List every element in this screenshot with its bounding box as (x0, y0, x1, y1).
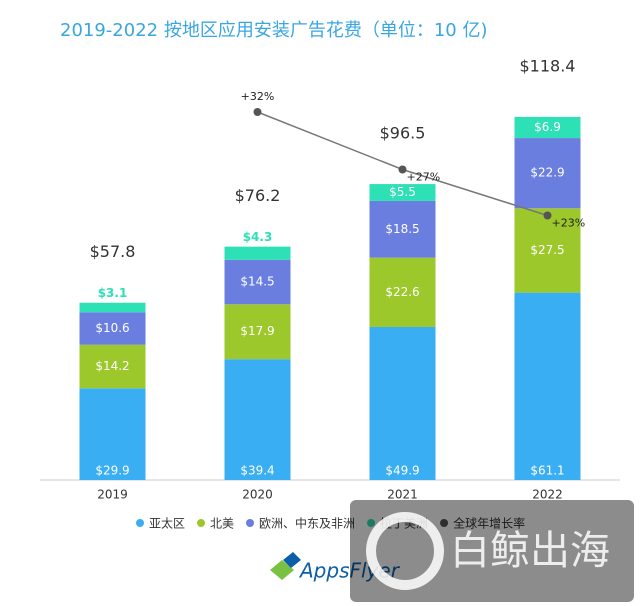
bar-segment (369, 326, 436, 480)
bar-segment (514, 116, 581, 139)
bar-segment (79, 302, 146, 313)
legend-marker (440, 519, 449, 527)
value-label: $6.9 (534, 120, 561, 134)
growth-label: +32% (241, 90, 275, 103)
total-label: $76.2 (235, 186, 281, 205)
value-label: $22.6 (385, 285, 419, 299)
value-label: $39.4 (240, 464, 274, 478)
bar-segment (224, 246, 291, 260)
bar-segment (514, 292, 581, 480)
bar-segment (369, 184, 436, 201)
x-tick-label: 2022 (532, 488, 563, 502)
bar-segment (514, 138, 581, 209)
x-tick-label: 2020 (242, 488, 273, 502)
chart-title: 2019-2022 按地区应用安装广告花费（单位：10 亿) (60, 20, 487, 41)
legend-label: 北美 (210, 517, 234, 531)
bar-segment (224, 304, 291, 360)
growth-label: +27% (407, 171, 441, 184)
value-label: $22.9 (530, 166, 564, 180)
value-label: $3.1 (98, 286, 128, 300)
total-label: $96.5 (380, 124, 426, 143)
bar-segment (369, 257, 436, 327)
bar-segment (224, 259, 291, 305)
x-tick-label: 2019 (97, 488, 128, 502)
value-label: $27.5 (530, 243, 564, 257)
legend-marker (136, 519, 144, 527)
value-label: $14.2 (95, 359, 129, 373)
growth-point (253, 108, 262, 116)
growth-point (398, 165, 407, 174)
legend-marker (367, 519, 376, 527)
total-label: $57.8 (90, 242, 136, 261)
growth-point (543, 211, 552, 220)
legend-label: 欧洲、中东及非洲 (259, 516, 355, 531)
growth-label: +23% (552, 217, 586, 230)
bar-segment (79, 388, 146, 480)
value-label: $14.5 (240, 275, 274, 289)
legend-label: 亚太区 (149, 516, 185, 531)
value-label: $49.9 (385, 464, 419, 478)
total-label: $118.4 (520, 56, 576, 75)
value-label: $17.9 (240, 324, 274, 338)
bar-segment (79, 344, 146, 389)
value-label: $4.3 (243, 230, 273, 244)
legend-marker (246, 519, 255, 527)
legend-label: 全球年增长率 (453, 516, 525, 531)
value-label: $10.6 (95, 321, 129, 335)
value-label: $61.1 (530, 464, 564, 478)
x-tick-label: 2021 (387, 488, 418, 502)
bar-segment (369, 200, 436, 258)
bar-segment (79, 312, 146, 345)
value-label: $5.5 (389, 185, 416, 199)
bar-segment (514, 208, 581, 293)
watermark: 白鲸出海 (350, 500, 634, 602)
bar-segment (224, 359, 291, 480)
value-label: $18.5 (385, 222, 419, 236)
legend-marker (197, 519, 206, 527)
watermark-text: 白鲸出海 (450, 528, 610, 574)
value-label: $29.9 (95, 464, 129, 478)
